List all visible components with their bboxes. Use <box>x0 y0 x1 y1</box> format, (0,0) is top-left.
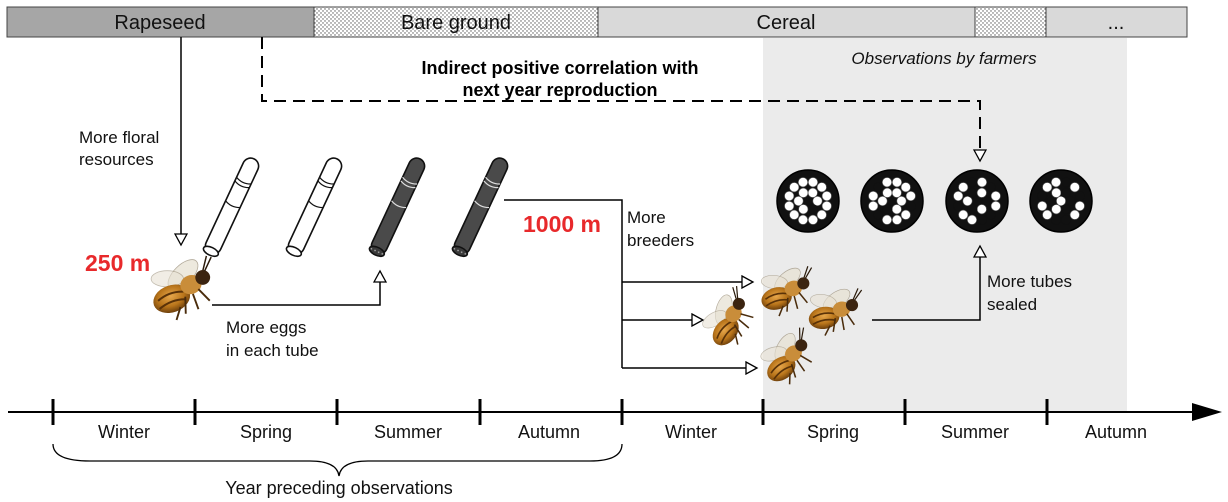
bee-icon <box>692 280 767 356</box>
brace-label: Year preceding observations <box>225 478 453 498</box>
distance-250m: 250 m <box>85 250 150 276</box>
correlation-dashed-arrow <box>261 37 980 160</box>
eggs-label-line2: in each tube <box>226 341 319 360</box>
sealed-label-line2: sealed <box>987 295 1037 314</box>
correlation-label-line1: Indirect positive correlation with <box>421 58 698 78</box>
season-label-winter: Winter <box>665 422 717 442</box>
nesting-tube-icon <box>201 154 263 260</box>
breeders-connector <box>504 199 623 368</box>
sealed-label-line1: More tubes <box>987 272 1072 291</box>
season-label-spring: Spring <box>240 422 292 442</box>
bee-icon <box>140 246 229 327</box>
crop-segment-bare-ground <box>313 6 599 38</box>
observations-label: Observations by farmers <box>851 49 1037 68</box>
timeline-arrowhead <box>1192 403 1222 421</box>
floral-label-line1: More floral <box>79 128 159 147</box>
nest-block-icon <box>1029 169 1093 233</box>
breeders-label-line1: More <box>627 208 666 227</box>
nesting-tube-icon <box>450 154 512 260</box>
nesting-tube-icon <box>367 154 429 260</box>
correlation-label-line2: next year reproduction <box>462 80 657 100</box>
crop-label-rapeseed: Rapeseed <box>114 12 205 34</box>
nest-block-icon <box>776 169 840 233</box>
nest-block-icon <box>860 169 924 233</box>
sealed-arrow <box>872 247 980 321</box>
season-label-autumn: Autumn <box>1085 422 1147 442</box>
crop-rotation-bar: Rapeseed Bare ground Cereal ... <box>6 6 1188 38</box>
nest-blocks <box>776 169 1093 233</box>
breeders-label-line2: breeders <box>627 231 694 250</box>
season-label-winter: Winter <box>98 422 150 442</box>
eggs-arrow <box>212 272 380 306</box>
year-brace <box>52 443 623 477</box>
crop-segment-cereal <box>597 6 976 38</box>
crop-label-cereal: Cereal <box>757 12 816 34</box>
crop-label-ellipsis: ... <box>1108 12 1125 34</box>
season-label-summer: Summer <box>374 422 442 442</box>
distance-1000m: 1000 m <box>523 211 601 237</box>
crop-label-bare-ground: Bare ground <box>401 12 511 34</box>
season-label-spring: Spring <box>807 422 859 442</box>
crop-segment-rapeseed <box>6 6 315 38</box>
nest-block-icon <box>945 169 1009 233</box>
nesting-tube-icon <box>284 154 346 260</box>
timeline-ticks <box>51 399 1049 425</box>
floral-label-line2: resources <box>79 150 154 169</box>
season-label-summer: Summer <box>941 422 1009 442</box>
crop-segment-bare <box>974 6 1047 38</box>
season-label-autumn: Autumn <box>518 422 580 442</box>
eggs-label-line1: More eggs <box>226 318 306 337</box>
crop-segment-ellipsis <box>1045 6 1188 38</box>
